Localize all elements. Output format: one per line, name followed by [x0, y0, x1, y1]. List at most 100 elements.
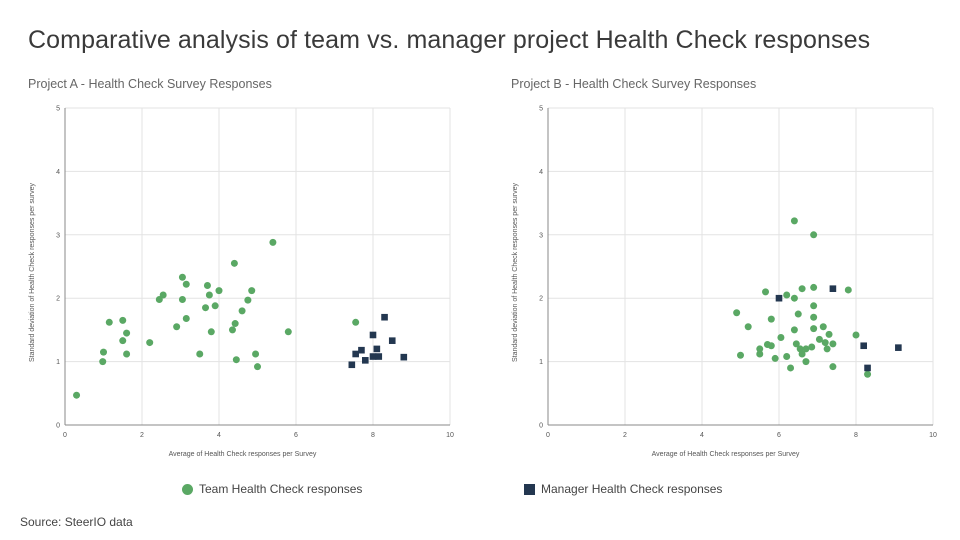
- team-data-point: [819, 323, 827, 331]
- team-data-point: [802, 358, 810, 366]
- manager-data-point: [362, 357, 369, 364]
- team-data-point: [810, 302, 818, 310]
- legend-team-label: Team Health Check responses: [199, 482, 363, 496]
- team-data-point: [123, 350, 131, 358]
- team-data-point: [119, 337, 127, 345]
- team-data-point: [792, 340, 800, 348]
- x-axis-label: Average of Health Check responses per Su…: [652, 451, 800, 458]
- y-tick-label: 0: [56, 423, 60, 430]
- team-data-point: [815, 335, 823, 343]
- source-note: Source: SteerIO data: [20, 515, 133, 529]
- team-data-point: [844, 286, 852, 294]
- team-data-point: [269, 238, 277, 246]
- team-data-point: [733, 309, 741, 317]
- team-data-point: [783, 291, 791, 299]
- x-tick-label: 8: [854, 432, 858, 439]
- team-data-point: [123, 329, 131, 337]
- y-tick-label: 2: [56, 296, 60, 303]
- y-tick-label: 4: [539, 169, 543, 176]
- legend-team: Team Health Check responses: [182, 482, 362, 496]
- team-data-point: [352, 318, 360, 326]
- team-data-point: [864, 370, 872, 378]
- team-data-point: [159, 291, 167, 299]
- manager-data-point: [775, 294, 783, 302]
- team-data-point: [802, 345, 810, 353]
- team-data-point: [771, 354, 779, 362]
- team-data-point: [823, 345, 831, 353]
- manager-data-point: [358, 346, 365, 354]
- x-tick-label: 0: [546, 432, 550, 439]
- manager-data-point: [373, 345, 381, 353]
- chart-title: Project B - Health Check Survey Response…: [511, 77, 756, 91]
- chart-title: Project A - Health Check Survey Response…: [28, 77, 272, 91]
- y-tick-label: 4: [56, 169, 60, 176]
- legend-manager-label: Manager Health Check responses: [541, 482, 723, 496]
- team-data-point: [252, 350, 260, 358]
- team-data-point: [790, 326, 798, 334]
- team-data-point: [228, 326, 236, 334]
- team-data-point: [203, 282, 211, 290]
- manager-data-point: [375, 353, 383, 360]
- team-data-point: [829, 363, 837, 371]
- team-data-point: [794, 310, 802, 318]
- y-tick-label: 5: [539, 106, 543, 113]
- team-data-point: [173, 323, 181, 331]
- y-tick-label: 1: [56, 359, 60, 366]
- y-axis-label: Standard deviation of Health Check respo…: [512, 183, 519, 362]
- team-data-point: [737, 351, 744, 359]
- team-data-point: [762, 288, 770, 296]
- team-data-point: [744, 323, 752, 331]
- x-tick-label: 2: [140, 432, 144, 439]
- team-data-point: [205, 291, 213, 299]
- y-tick-label: 1: [539, 359, 543, 366]
- manager-data-point: [352, 350, 359, 358]
- chart-project-b: Project B - Health Check Survey Response…: [511, 77, 937, 458]
- team-data-point: [232, 356, 240, 364]
- team-data-point: [756, 350, 764, 358]
- manager-data-point: [388, 337, 396, 344]
- team-data-point: [99, 358, 107, 366]
- manager-data-point: [369, 353, 377, 360]
- x-tick-label: 10: [446, 432, 454, 439]
- team-data-point: [821, 339, 829, 347]
- team-data-point: [238, 307, 246, 315]
- manager-data-point: [400, 353, 408, 361]
- y-axis-label: Standard deviation of Health Check respo…: [29, 183, 36, 362]
- legend-manager-marker: [524, 483, 535, 495]
- manager-data-point: [348, 361, 356, 369]
- team-data-point: [105, 318, 113, 326]
- y-tick-label: 3: [56, 232, 60, 239]
- team-data-point: [207, 328, 215, 336]
- team-data-point: [284, 328, 292, 336]
- team-data-point: [810, 313, 818, 321]
- team-data-point: [211, 302, 219, 310]
- x-tick-label: 4: [217, 432, 221, 439]
- manager-data-point: [829, 285, 837, 292]
- x-tick-label: 4: [700, 432, 704, 439]
- manager-data-point: [381, 313, 388, 321]
- team-data-point: [777, 334, 785, 342]
- team-data-point: [790, 294, 798, 302]
- manager-data-point: [895, 344, 902, 351]
- team-data-point: [798, 285, 806, 293]
- legend-team-marker: [182, 483, 193, 495]
- x-axis-label: Average of Health Check responses per Su…: [169, 451, 317, 458]
- team-data-point: [808, 343, 816, 351]
- team-data-point: [178, 273, 186, 281]
- page-title: Comparative analysis of team vs. manager…: [28, 26, 871, 54]
- team-data-point: [829, 340, 837, 348]
- manager-data-point: [864, 364, 871, 372]
- team-data-point: [73, 391, 81, 399]
- team-data-point: [790, 217, 798, 225]
- team-data-point: [254, 363, 261, 371]
- x-tick-label: 0: [63, 432, 67, 439]
- team-data-point: [810, 231, 818, 239]
- team-data-point: [248, 287, 256, 295]
- manager-data-point: [860, 342, 867, 350]
- x-tick-label: 6: [294, 432, 298, 439]
- team-data-point: [215, 287, 223, 295]
- team-data-point: [146, 339, 154, 347]
- team-data-point: [852, 331, 860, 339]
- team-data-point: [202, 304, 210, 312]
- x-tick-label: 10: [929, 432, 937, 439]
